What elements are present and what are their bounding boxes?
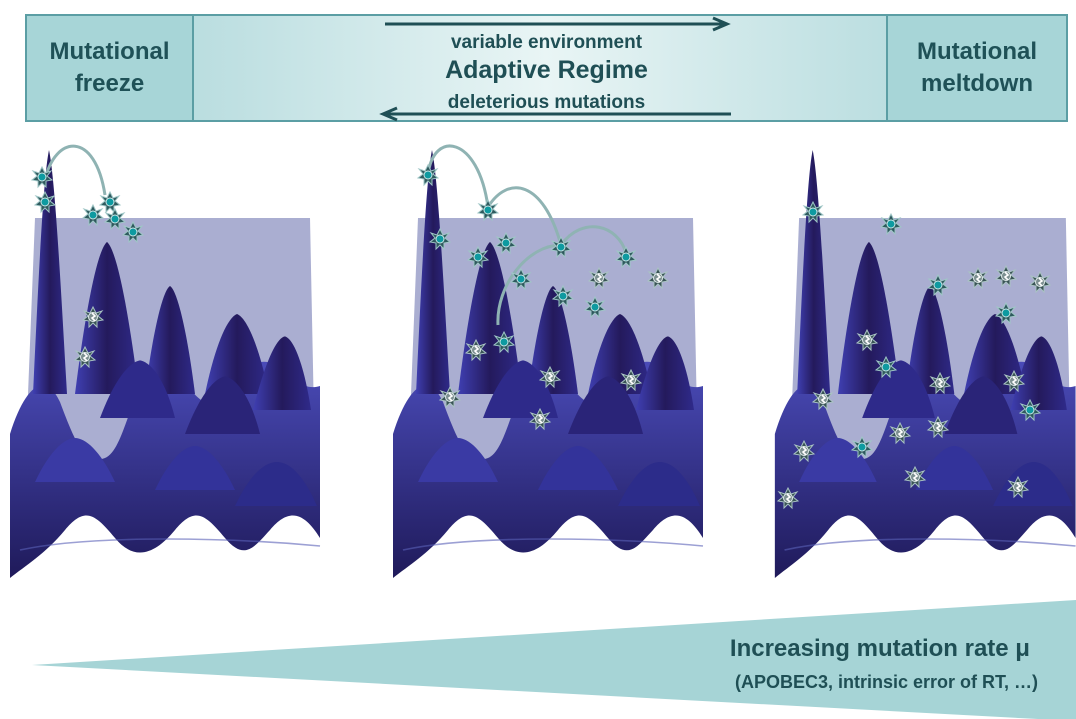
arrow-right-icon [385, 16, 731, 32]
deleterious-mutations-label: deleterious mutations [447, 92, 646, 113]
trajectory-line [426, 144, 490, 208]
mutation-rate-title: Increasing mutation rate μ [729, 635, 1030, 662]
variable-environment-label: variable environment [450, 32, 643, 53]
mutational-freeze-label: Mutational freeze [49, 38, 170, 97]
trajectory-line [486, 186, 563, 246]
trajectory-line [43, 144, 107, 196]
adaptive-regime-label: Adaptive Regime [445, 56, 648, 84]
mutational-meltdown-box: Mutational meltdown [886, 16, 1066, 120]
trajectory-line [559, 225, 628, 254]
mutational-freeze-box: Mutational freeze [27, 16, 194, 120]
regime-arrows [379, 16, 731, 122]
mutational-meltdown-label: Mutational meltdown [917, 38, 1037, 97]
mutation-rate-subtitle: (APOBEC3, intrinsic error of RT, …) [734, 672, 1038, 692]
arrow-left-icon [379, 106, 731, 122]
trajectory-line [496, 243, 562, 326]
fitness-landscape-adaptive [388, 135, 708, 580]
fitness-landscape-freeze [5, 135, 325, 580]
regime-banner: Mutational freeze variable environment A… [25, 14, 1068, 122]
